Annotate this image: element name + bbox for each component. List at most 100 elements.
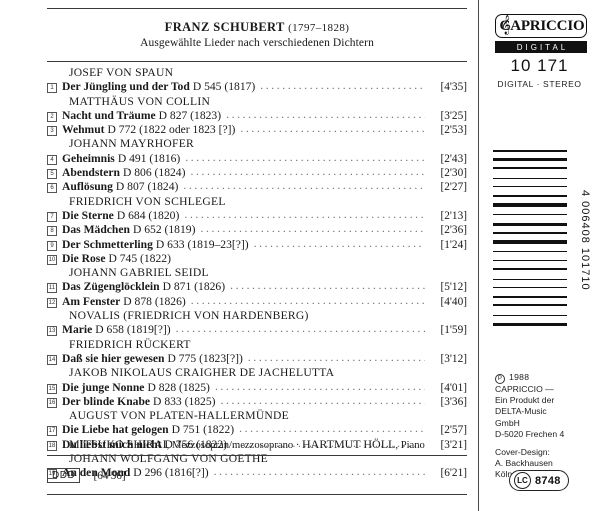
singer-name: MITSUKO SHIRAI	[69, 437, 167, 451]
track-duration: [4'35]	[440, 81, 467, 94]
leader-dots	[240, 122, 425, 136]
track-title: Der Jüngling und der Tod	[62, 80, 190, 94]
track-number: 14	[47, 354, 57, 365]
track-number: 1	[47, 83, 57, 94]
divider-top	[47, 8, 467, 9]
track-catalogue-meta: D 833 (1825)	[153, 394, 216, 408]
track-duration: [2'13]	[440, 209, 467, 222]
track-title: Auflösung	[62, 180, 113, 194]
catalog-number: 10 171	[510, 56, 569, 75]
track-catalogue-meta: D 827 (1823)	[158, 108, 222, 122]
track-duration: [3'12]	[440, 352, 467, 365]
album-subtitle: Ausgewählte Lieder nach verschiedenen Di…	[140, 37, 374, 49]
track-duration: [2'43]	[440, 152, 467, 165]
track-number: 17	[47, 426, 57, 437]
poet-heading: JAKOB NIKOLAUS CRAIGHER DE JACHELUTTA	[69, 366, 335, 380]
track-number: 11	[47, 283, 57, 294]
track-number: 10	[47, 254, 57, 265]
track-duration: [5'12]	[440, 281, 467, 294]
track-title: Daß sie hier gewesen	[62, 351, 165, 365]
spine-panel: 𝄞 CAPRICCIO DIGITAL 10 171 DIGITAL · STE…	[479, 0, 600, 511]
track-title: Die Rose	[62, 251, 106, 265]
leader-dots	[176, 322, 425, 336]
leader-dots	[191, 294, 425, 308]
total-time: [64'56]	[93, 469, 126, 482]
track-catalogue-meta: D 878 (1826)	[123, 294, 186, 308]
phonogram-icon: P	[495, 374, 505, 384]
logo-frame: 𝄞 CAPRICCIO	[495, 14, 587, 38]
track-title: Die junge Nonne	[62, 380, 145, 394]
leader-dots	[190, 165, 425, 179]
main-panel: FRANZ SCHUBERT (1797–1828) Ausgewählte L…	[0, 0, 478, 511]
track-catalogue-meta: D 828 (1825)	[147, 380, 210, 394]
track-catalogue-meta: D 658 (1819[?])	[95, 323, 171, 337]
track-number: 5	[47, 169, 57, 180]
track-number: 9	[47, 240, 57, 251]
separator-dot: ·	[85, 470, 89, 481]
track-title: Du liebst mich nicht	[62, 437, 162, 451]
track-catalogue-meta: D 745 (1822)	[108, 251, 171, 265]
barcode-bars	[493, 150, 567, 330]
leader-dots	[215, 380, 425, 394]
track-duration: [3'21]	[440, 438, 467, 451]
track-duration: [2'36]	[440, 224, 467, 237]
logo-rest: APRICCIO	[510, 17, 585, 34]
label-code: LC 8748	[509, 470, 569, 491]
copyright-line-2: Ein Produkt der	[495, 395, 555, 406]
track-number: 15	[47, 383, 57, 394]
leader-dots	[200, 222, 425, 236]
track-duration: [2'53]	[440, 124, 467, 137]
pianist-role: , Piano	[395, 440, 425, 451]
track-duration: [3'36]	[440, 395, 467, 408]
copyright-line-5: D-5020 Frechen 4	[495, 428, 565, 439]
logo-digital-strip: DIGITAL	[495, 41, 587, 53]
track-catalogue-meta: D 807 (1824)	[115, 180, 179, 194]
poet-heading: FRIEDRICH VON SCHLEGEL	[69, 194, 226, 208]
track-number: 13	[47, 326, 57, 337]
track-catalogue-meta: D 775 (1823[?])	[167, 351, 243, 365]
barcode-number: 4 006408 101710	[579, 189, 591, 291]
leader-dots	[214, 465, 425, 479]
leader-dots	[185, 151, 425, 165]
leader-dots	[221, 394, 425, 408]
track-duration: [6'21]	[440, 467, 467, 480]
copyright-line-4: GmbH	[495, 417, 520, 428]
credit-separator: ·	[293, 440, 302, 451]
track-number: 4	[47, 154, 57, 165]
track-catalogue-meta: D 545 (1817)	[192, 80, 256, 94]
track-catalogue-meta: D 684 (1820)	[116, 208, 180, 222]
track-title: Geheimnis	[62, 151, 115, 165]
track-duration: [2'30]	[440, 167, 467, 180]
track-duration: [4'01]	[440, 381, 467, 394]
poet-heading: MATTHÄUS VON COLLIN	[69, 94, 211, 108]
track-duration: [1'59]	[440, 324, 467, 337]
singer-role: , Mezzosopran/mezzosoprano	[166, 440, 294, 451]
format-label: DIGITAL · STEREO	[497, 79, 582, 89]
pianist-name: HARTMUT HÖLL	[302, 437, 396, 451]
divider-under-header	[47, 61, 467, 62]
ddd-badge: DDD	[47, 468, 81, 483]
composer-title: FRANZ SCHUBERT (1797–1828)	[47, 20, 467, 35]
track-catalogue-meta: D 652 (1819)	[132, 223, 196, 237]
copyright-block: P 1988 CAPRICCIO — Ein Produkt der DELTA-…	[495, 372, 599, 481]
leader-dots	[260, 79, 425, 93]
poet-heading: JOHANN GABRIEL SEIDL	[69, 266, 209, 280]
cover-design-label: Cover-Design:	[495, 447, 550, 458]
track-number: 12	[47, 297, 57, 308]
track-catalogue-meta: D 871 (1826)	[162, 280, 226, 294]
track-title: Die Sterne	[62, 208, 114, 222]
lc-badge-icon: LC	[514, 472, 531, 489]
track-title: Das Zügenglöcklein	[62, 280, 160, 294]
copyright-year-line: P 1988	[495, 372, 599, 384]
